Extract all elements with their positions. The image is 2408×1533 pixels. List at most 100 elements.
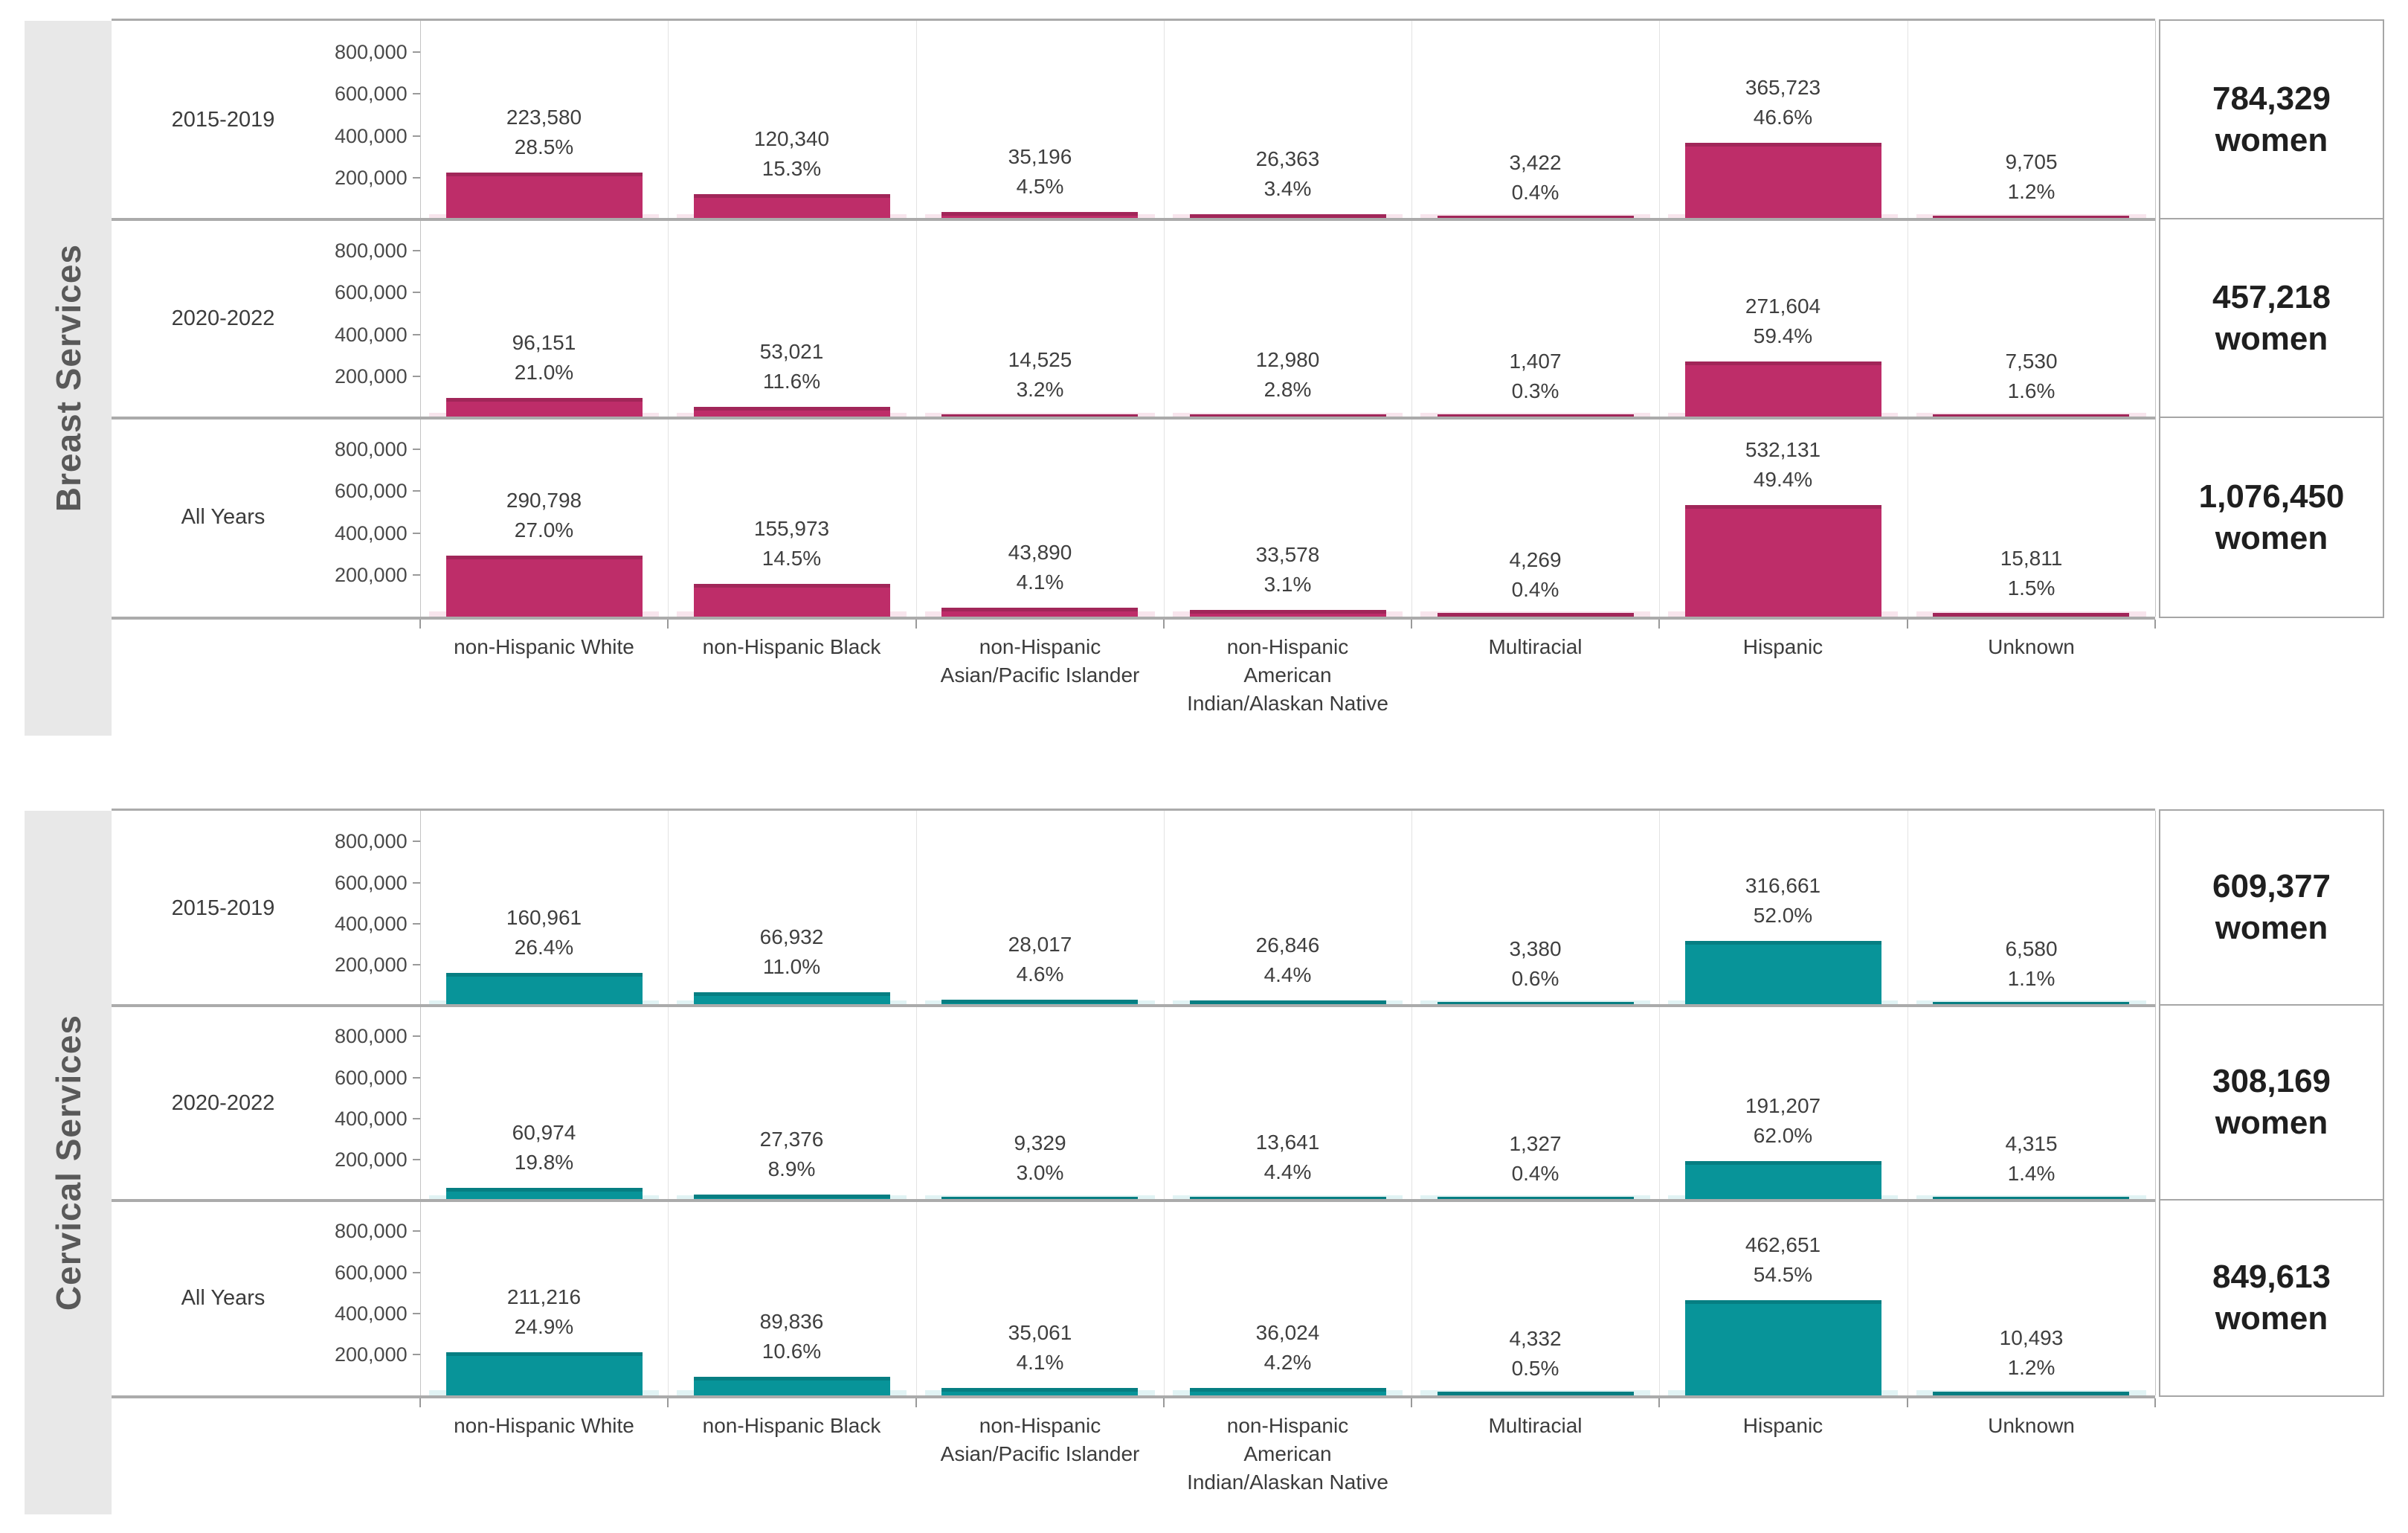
column-separator [1411, 21, 1412, 617]
bar[interactable] [446, 1352, 643, 1395]
bar-value-label: 66,932 [759, 925, 824, 948]
bar[interactable] [1190, 1000, 1386, 1006]
bar-value-label: 532,131 [1745, 438, 1821, 461]
bar-percent-label: 4.6% [1016, 962, 1064, 986]
bar[interactable] [1190, 214, 1386, 219]
y-axis-tick-label: 800,000 [335, 1025, 408, 1047]
bar[interactable] [941, 212, 1138, 219]
bar[interactable] [1190, 1388, 1386, 1395]
bar[interactable] [1933, 216, 2129, 219]
bar[interactable] [1438, 1002, 1634, 1006]
bar-value-label: 7,530 [2005, 350, 2058, 373]
bar[interactable] [941, 1000, 1138, 1006]
bar-value-label: 13,641 [1255, 1131, 1320, 1154]
bar-label-block: 1,327 0.4% [1411, 1129, 1659, 1189]
column-separator [1411, 811, 1412, 1395]
bar[interactable] [1933, 1392, 2129, 1395]
bar[interactable] [1933, 1002, 2129, 1006]
bar[interactable] [446, 1188, 643, 1201]
category-label: non-Hispanic Asian/Pacific Islander [940, 1414, 1140, 1465]
bar-percent-label: 1.2% [2007, 180, 2056, 203]
bar-label-block: 53,021 11.6% [668, 337, 915, 396]
bar-percent-label: 1.1% [2007, 967, 2056, 990]
bar-label-block: 7,530 1.6% [1908, 347, 2155, 406]
bar-value-label: 27,376 [759, 1128, 824, 1151]
row-total-unit: women [2215, 1300, 2328, 1337]
bar[interactable] [1438, 613, 1634, 617]
bar-label-block: 120,340 15.3% [668, 124, 915, 184]
category-label: Hispanic [1742, 635, 1823, 658]
bar-label-block: 3,422 0.4% [1411, 148, 1659, 208]
bar[interactable] [1933, 414, 2129, 418]
bar[interactable] [1685, 361, 1881, 418]
x-axis-tick-mark [915, 620, 917, 629]
bar-label-block: 60,974 19.8% [420, 1118, 668, 1177]
bar[interactable] [446, 173, 643, 219]
category-label: non-Hispanic White [454, 1414, 634, 1437]
bar[interactable] [1933, 1197, 2129, 1201]
row-period-label: 2015-2019 [171, 108, 275, 132]
bar[interactable] [1933, 613, 2129, 617]
row-period-label: 2020-2022 [171, 306, 275, 330]
bar-label-block: 10,493 1.2% [1908, 1323, 2155, 1383]
bar-percent-label: 19.8% [514, 1151, 574, 1174]
bar[interactable] [1190, 1197, 1386, 1201]
bar[interactable] [1685, 941, 1881, 1006]
bar[interactable] [1685, 505, 1881, 617]
y-axis-tick-mark [413, 376, 420, 377]
bar[interactable] [694, 992, 890, 1006]
bar-value-label: 9,705 [2005, 150, 2058, 173]
bar[interactable] [1438, 216, 1634, 219]
y-axis-tick-mark [413, 574, 420, 576]
bar[interactable] [1685, 143, 1881, 219]
bar-label-block: 3,380 0.6% [1411, 934, 1659, 994]
bar-label-block: 365,723 46.6% [1659, 73, 1907, 132]
bar[interactable] [446, 398, 643, 418]
bar-percent-label: 49.4% [1753, 468, 1813, 491]
bar-percent-label: 1.2% [2007, 1356, 2056, 1379]
bar-label-block: 14,525 3.2% [916, 345, 1164, 405]
y-axis-tick-mark [413, 882, 420, 884]
y-axis-tick-mark [413, 1118, 420, 1119]
plot-row: 290,798 27.0% 155,973 14.5% 43,890 4.1% 33,578… [420, 418, 2155, 617]
y-axis-tick-mark [413, 250, 420, 251]
bar[interactable] [941, 1388, 1138, 1395]
bar[interactable] [1438, 1392, 1634, 1395]
bar-value-label: 15,811 [2000, 547, 2063, 570]
bar[interactable] [694, 1195, 890, 1201]
bar[interactable] [1685, 1161, 1881, 1201]
bar[interactable] [694, 194, 890, 219]
bar-value-label: 3,422 [1509, 151, 1562, 174]
bar[interactable] [446, 973, 643, 1006]
bar[interactable] [694, 407, 890, 418]
bar[interactable] [446, 556, 643, 617]
bar-percent-label: 2.8% [1263, 378, 1312, 401]
bar[interactable] [1438, 414, 1634, 418]
service-title: Cervical Services [48, 1014, 88, 1311]
y-axis-tick-label: 400,000 [335, 1302, 408, 1325]
row-divider [112, 1004, 2155, 1007]
row-divider [112, 809, 2155, 811]
bar-label-block: 462,651 54.5% [1659, 1230, 1907, 1290]
column-separator [916, 21, 917, 617]
bar[interactable] [1685, 1300, 1881, 1395]
bar-label-block: 316,661 52.0% [1659, 871, 1907, 931]
bar-percent-label: 1.4% [2007, 1162, 2056, 1185]
y-axis-tick-mark [413, 449, 420, 450]
bar[interactable] [694, 1377, 890, 1395]
bar[interactable] [941, 1197, 1138, 1201]
bar-label-block: 27,376 8.9% [668, 1125, 915, 1184]
x-axis-tick-mark [667, 620, 669, 629]
bar[interactable] [941, 608, 1138, 617]
bar-label-block: 6,580 1.1% [1908, 934, 2155, 994]
bar-percent-label: 4.1% [1016, 571, 1064, 594]
bar[interactable] [1190, 610, 1386, 617]
category-label: non-Hispanic Asian/Pacific Islander [940, 635, 1140, 687]
bar[interactable] [941, 414, 1138, 418]
bar[interactable] [694, 584, 890, 617]
bar[interactable] [1438, 1197, 1634, 1201]
row-total-value: 308,169 [2212, 1063, 2331, 1099]
bar-value-label: 12,980 [1255, 348, 1320, 371]
bar[interactable] [1190, 414, 1386, 418]
